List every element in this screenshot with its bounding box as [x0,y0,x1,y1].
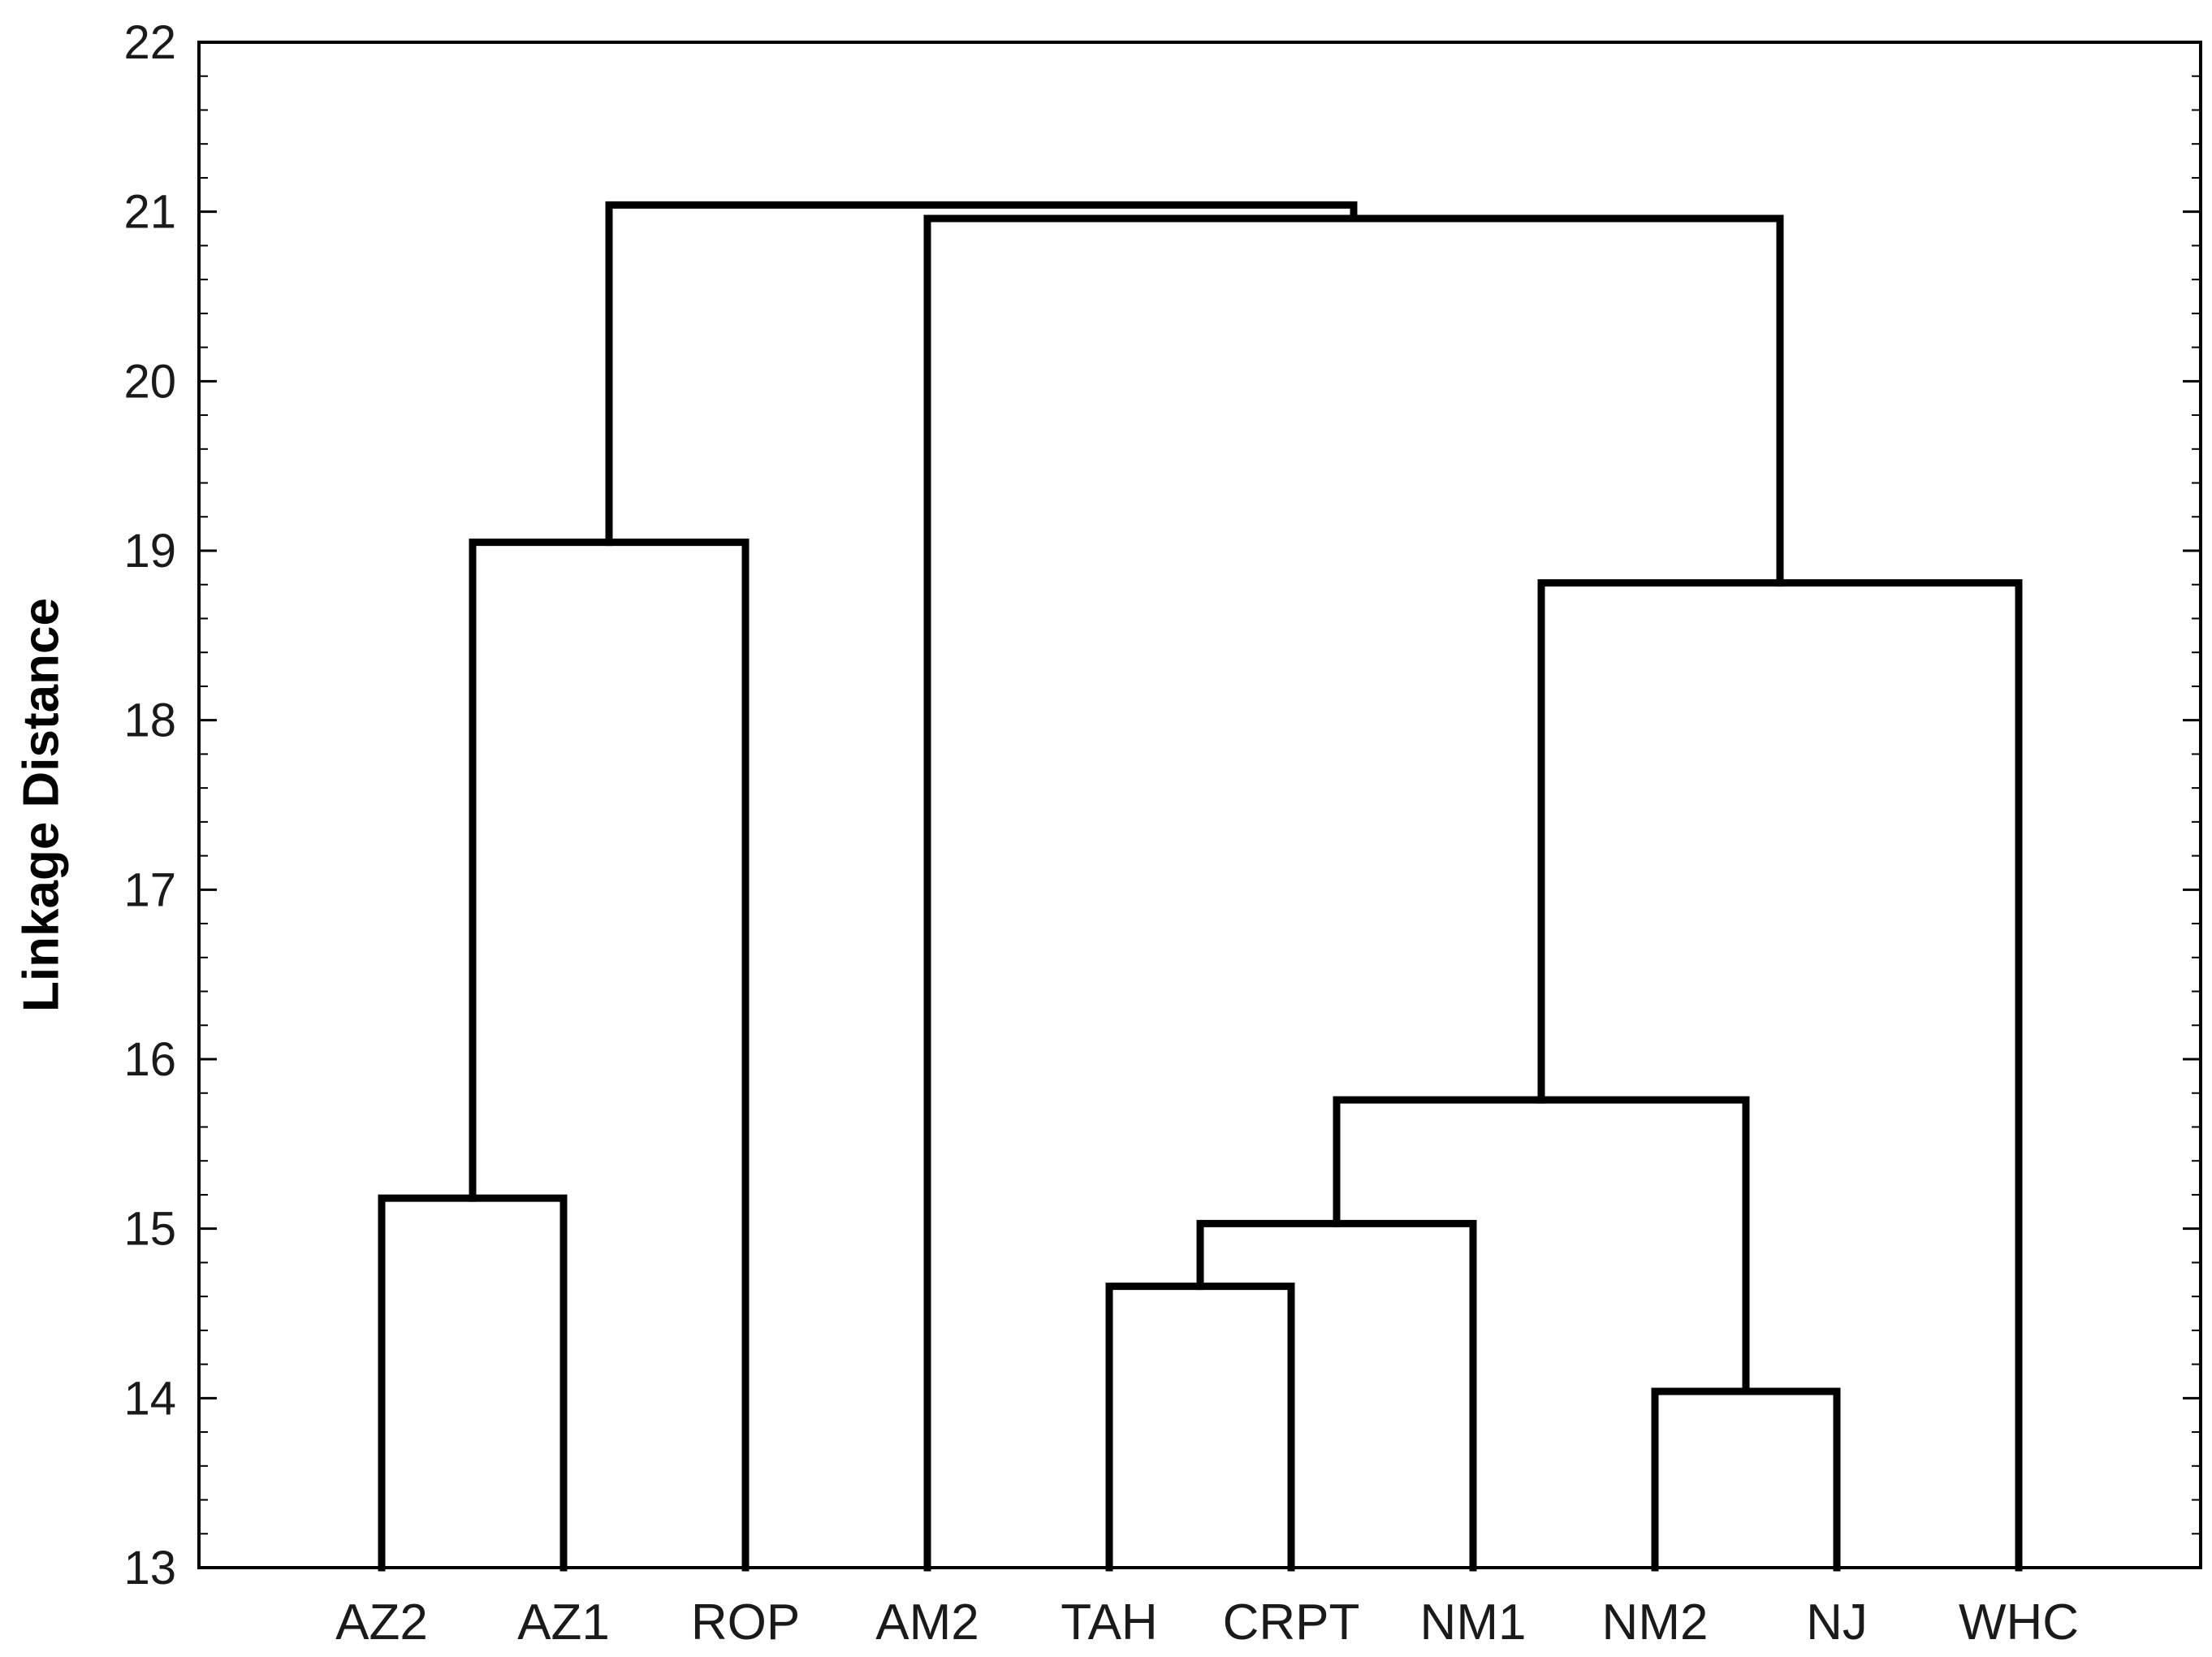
y-tick-label: 16 [123,1033,176,1086]
y-tick-labels: 13 14 15 16 17 18 19 20 21 22 [123,16,176,1594]
dendrogram-link [1537,579,2023,1572]
y-tick-label: 17 [123,863,176,916]
dendrogram-link [378,1194,568,1572]
dendrogram-links [378,201,2023,1572]
leaf-label-az1: AZ1 [517,1594,610,1651]
y-tick-label: 19 [123,525,176,578]
leaf-label-nm1: NM1 [1420,1594,1527,1651]
plot-frame [197,41,2202,1569]
dendrogram-link [923,214,1784,1572]
dendrogram-link [469,539,750,1572]
leaf-label-nm2: NM2 [1602,1594,1709,1651]
leaf-label-whc: WHC [1959,1594,2079,1651]
y-tick-label: 13 [123,1542,176,1594]
dendrogram-link [1105,1283,1295,1572]
dendrogram-link [1333,1096,1750,1395]
major-ticks [199,41,2201,1569]
y-axis-title: Linkage Distance [13,598,69,1012]
y-tick-label: 22 [123,16,176,69]
y-tick-label: 21 [123,186,176,239]
y-tick-label: 18 [123,694,176,747]
leaf-label-nj: NJ [1806,1594,1868,1651]
minor-ticks [199,75,2201,1535]
leaf-label-crpt: CRPT [1223,1594,1360,1651]
leaf-label-am2: AM2 [875,1594,979,1651]
leaf-labels: AZ2 AZ1 ROP AM2 TAH CRPT NM1 NM2 NJ WHC [335,1594,2079,1651]
y-tick-label: 15 [123,1203,176,1256]
leaf-label-az2: AZ2 [335,1594,428,1651]
y-tick-label: 14 [123,1372,176,1425]
leaf-label-tah: TAH [1061,1594,1157,1651]
dendrogram-link [1196,1219,1477,1572]
y-tick-label: 20 [123,355,176,408]
leaf-label-rop: ROP [691,1594,800,1651]
dendrogram-link [605,201,1358,547]
dendrogram-link [1651,1387,1841,1572]
